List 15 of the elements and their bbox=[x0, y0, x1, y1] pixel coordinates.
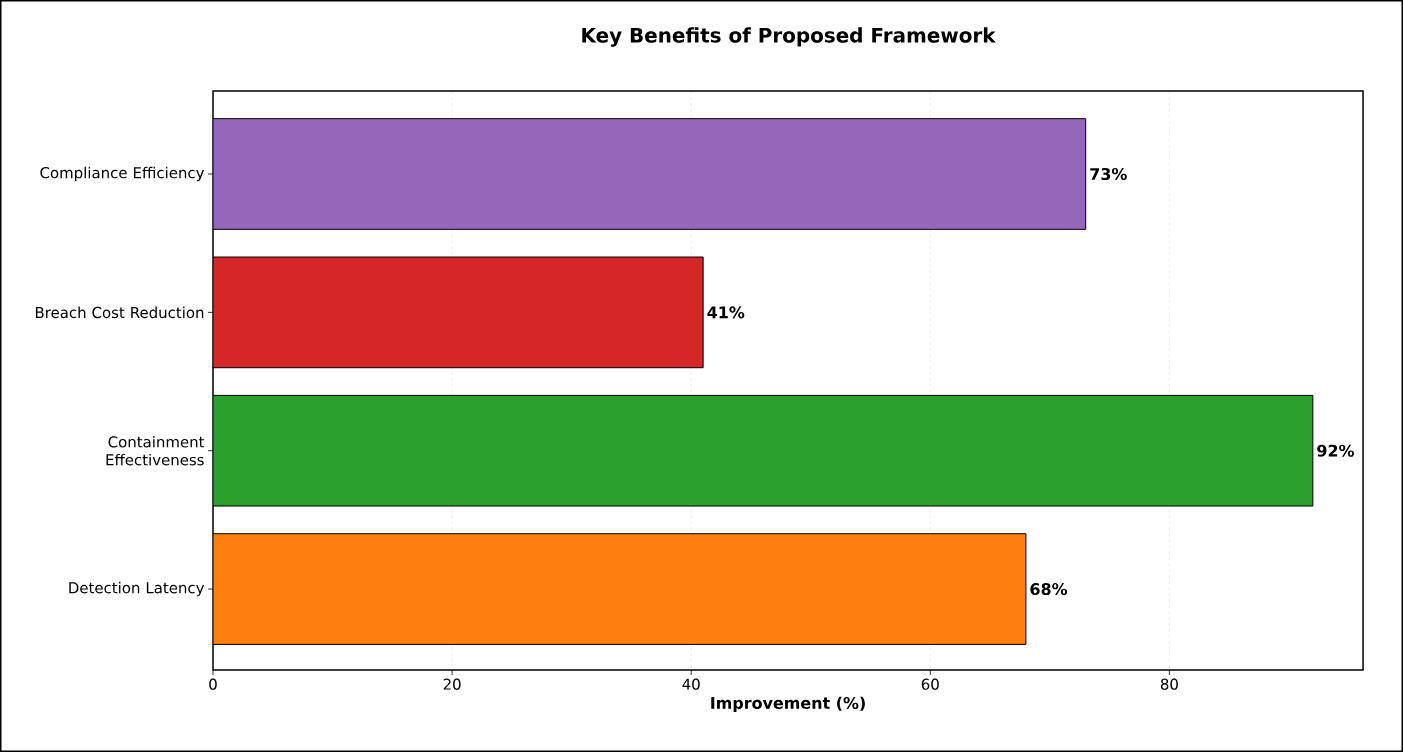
x-tick-label: 40 bbox=[682, 678, 700, 690]
x-tick-label: 80 bbox=[1160, 678, 1178, 690]
x-axis-title: Improvement (%) bbox=[711, 696, 865, 713]
chart-title: Key Benefits of Proposed Framework bbox=[582, 27, 996, 47]
data-label: 68% bbox=[1030, 583, 1068, 596]
data-label: 92% bbox=[1317, 444, 1355, 457]
y-tick-label: Detection Latency bbox=[69, 581, 205, 597]
y-tick-label: Breach Cost Reduction bbox=[35, 306, 204, 319]
x-tick-label: 20 bbox=[443, 678, 461, 690]
x-tick-label: 0 bbox=[209, 678, 217, 690]
y-tick-label: Compliance Efficiency bbox=[40, 166, 205, 182]
x-tick-label: 60 bbox=[921, 678, 939, 690]
y-tick-label: Containment Effectiveness bbox=[106, 435, 205, 466]
data-label: 73% bbox=[1090, 167, 1127, 181]
data-label: 41% bbox=[707, 306, 745, 319]
